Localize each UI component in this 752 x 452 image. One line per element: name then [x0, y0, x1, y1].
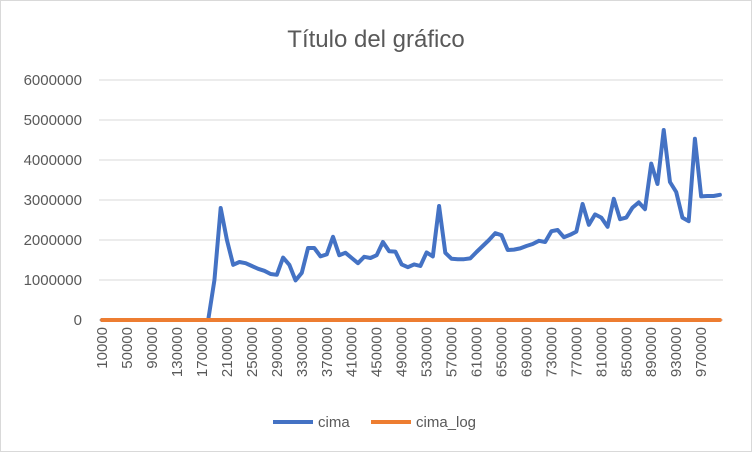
x-tick-label: 410000	[344, 327, 361, 377]
x-tick-label: 210000	[219, 327, 236, 377]
x-tick-label: 10000	[94, 327, 111, 369]
x-tick-label: 970000	[693, 327, 710, 377]
x-tick-label: 930000	[668, 327, 685, 377]
gridlines	[99, 79, 723, 321]
x-tick-label: 770000	[568, 327, 585, 377]
y-tick-label: 5000000	[24, 112, 82, 129]
legend: cima cima_log	[273, 414, 476, 431]
x-tick-label: 890000	[643, 327, 660, 377]
x-tick-label: 370000	[319, 327, 336, 377]
x-tick-label: 90000	[144, 327, 161, 369]
x-tick-label: 810000	[593, 327, 610, 377]
x-tick-label: 450000	[369, 327, 386, 377]
x-tick-label: 690000	[518, 327, 535, 377]
x-tick-label: 530000	[419, 327, 436, 377]
x-tick-label: 170000	[194, 327, 211, 377]
y-tick-label: 0	[74, 312, 82, 329]
chart-title: Título del gráfico	[287, 26, 464, 53]
y-tick-label: 1000000	[24, 272, 82, 289]
series-line-cima	[100, 128, 722, 322]
x-axis-ticks: 10000 50000 90000 130000 170000 210000 250000 2…	[94, 327, 710, 377]
x-tick-label: 490000	[394, 327, 411, 377]
x-tick-label: 50000	[119, 327, 136, 369]
y-tick-label: 2000000	[24, 232, 82, 249]
x-tick-label: 250000	[244, 327, 261, 377]
y-tick-label: 4000000	[24, 152, 82, 169]
series-lines	[100, 128, 722, 322]
x-tick-label: 610000	[469, 327, 486, 377]
x-tick-label: 850000	[618, 327, 635, 377]
x-tick-label: 290000	[269, 327, 286, 377]
x-tick-label: 130000	[169, 327, 186, 377]
legend-label-cima: cima	[318, 414, 350, 431]
y-tick-label: 3000000	[24, 192, 82, 209]
x-tick-label: 650000	[493, 327, 510, 377]
legend-label-cima-log: cima_log	[416, 414, 476, 431]
y-axis-ticks: 0 1000000 2000000 3000000 4000000 5000000 6000…	[24, 72, 82, 329]
x-tick-label: 570000	[444, 327, 461, 377]
y-tick-label: 6000000	[24, 72, 82, 89]
x-tick-label: 730000	[543, 327, 560, 377]
x-tick-label: 330000	[294, 327, 311, 377]
